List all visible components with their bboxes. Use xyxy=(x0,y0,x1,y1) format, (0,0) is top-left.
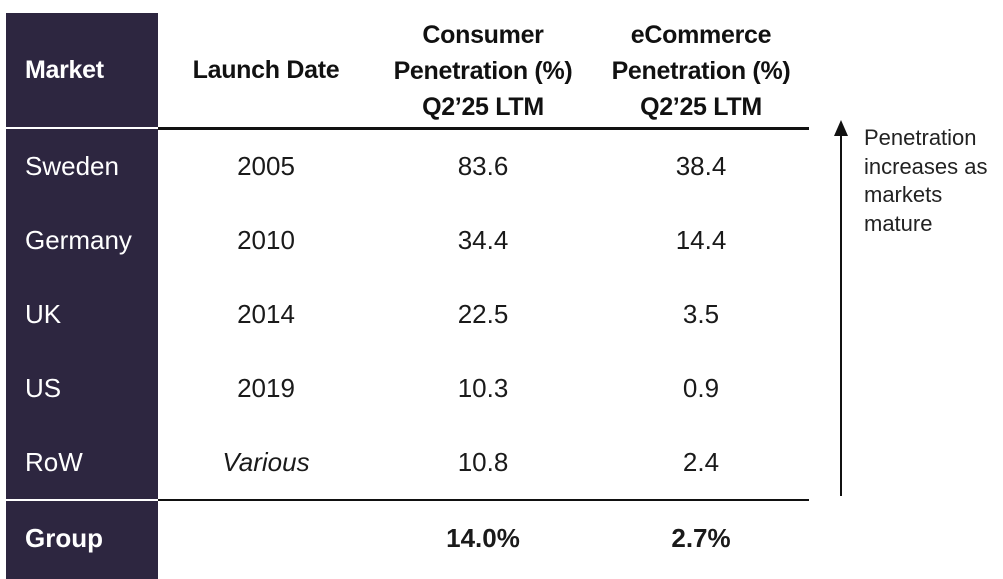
table-row: Germany 2010 34.4 14.4 xyxy=(0,203,830,277)
group-launch-date xyxy=(172,501,360,575)
header-ecommerce-line-2: Penetration (%) xyxy=(611,57,791,85)
launch-date-cell: 2019 xyxy=(237,373,295,403)
group-ecommerce-penetration: 2.7% xyxy=(671,523,731,553)
group-total-row: Group 14.0% 2.7% xyxy=(0,501,830,575)
consumer-penetration-cell: 83.6 xyxy=(457,151,509,181)
header-consumer-line-3: Q2’25 LTM xyxy=(422,93,544,121)
market-cell: RoW xyxy=(25,447,83,477)
header-launch-date: Launch Date xyxy=(192,56,340,84)
market-cell: Sweden xyxy=(25,151,119,181)
header-consumer-line-1: Consumer xyxy=(422,21,544,49)
group-label: Group xyxy=(25,523,103,553)
up-arrow-icon xyxy=(834,120,848,136)
ecommerce-penetration-cell: 0.9 xyxy=(682,373,720,403)
consumer-penetration-cell: 34.4 xyxy=(457,225,509,255)
maturity-annotation: Penetration increases as markets mature xyxy=(864,125,988,236)
market-header-separator xyxy=(6,127,158,129)
launch-date-cell: 2014 xyxy=(237,299,295,329)
consumer-penetration-cell: 10.8 xyxy=(457,447,509,477)
market-cell: UK xyxy=(25,299,62,329)
table-row: UK 2014 22.5 3.5 xyxy=(0,277,830,351)
group-consumer-penetration: 14.0% xyxy=(446,523,520,553)
group-divider xyxy=(158,499,809,501)
ecommerce-penetration-cell: 2.4 xyxy=(682,447,720,477)
header-consumer-line-2: Penetration (%) xyxy=(393,57,573,85)
header-consumer-penetration: Consumer Penetration (%) Q2’25 LTM xyxy=(380,17,586,125)
launch-date-cell: 2010 xyxy=(237,225,295,255)
launch-date-cell: 2005 xyxy=(237,151,295,181)
market-cell: US xyxy=(25,373,62,403)
ecommerce-penetration-cell: 38.4 xyxy=(675,151,727,181)
ecommerce-penetration-cell: 14.4 xyxy=(675,225,727,255)
market-column-background xyxy=(6,13,158,579)
market-cell: Germany xyxy=(25,225,132,255)
launch-date-cell: Various xyxy=(222,447,310,477)
maturity-arrow-line xyxy=(840,132,842,496)
market-group-separator xyxy=(6,499,158,501)
ecommerce-penetration-cell: 3.5 xyxy=(682,299,720,329)
header-ecommerce-line-1: eCommerce xyxy=(630,21,772,49)
consumer-penetration-cell: 10.3 xyxy=(457,373,509,403)
header-market: Market xyxy=(25,56,104,84)
table-row: RoW Various 10.8 2.4 xyxy=(0,425,830,499)
consumer-penetration-cell: 22.5 xyxy=(457,299,509,329)
header-divider xyxy=(158,127,809,130)
header-ecommerce-line-3: Q2’25 LTM xyxy=(640,93,762,121)
table-row: Sweden 2005 83.6 38.4 xyxy=(0,129,830,203)
table-row: US 2019 10.3 0.9 xyxy=(0,351,830,425)
header-ecommerce-penetration: eCommerce Penetration (%) Q2’25 LTM xyxy=(598,17,804,125)
